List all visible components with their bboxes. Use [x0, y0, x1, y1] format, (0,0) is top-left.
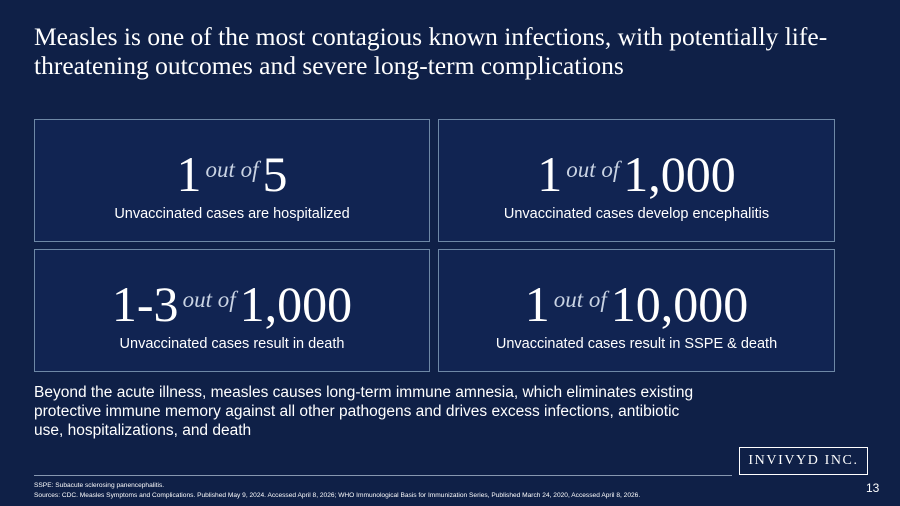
stat-connector: out of [205, 157, 259, 182]
stat-description: Unvaccinated cases result in SSPE & deat… [495, 336, 778, 352]
stat-denominator: 1,000 [239, 276, 353, 332]
stat-numerator: 1 [537, 146, 563, 202]
stat-ratio: 1-3 out of1,000 [35, 276, 429, 332]
stat-ratio: 1 out of5 [35, 146, 429, 202]
stat-numerator: 1 [524, 276, 550, 332]
stat-connector: out of [566, 157, 620, 182]
stat-numerator: 1 [176, 146, 202, 202]
footnote-sources: Sources: CDC. Measles Symptoms and Compl… [34, 492, 641, 499]
stat-card-sspe: 1 out of10,000 Unvaccinated cases result … [438, 249, 835, 372]
footnote-abbreviation: SSPE: Subacute sclerosing panencephaliti… [34, 482, 165, 489]
stat-connector: out of [182, 287, 236, 312]
slide-title: Measles is one of the most contagious kn… [34, 22, 828, 80]
stat-description: Unvaccinated cases are hospitalized [114, 206, 350, 222]
company-logo: INVIVYD INC. [739, 447, 868, 475]
stat-card-encephalitis: 1 out of1,000 Unvaccinated cases develop … [438, 119, 835, 242]
stat-numerator: 1-3 [111, 276, 179, 332]
stat-card-hospitalized: 1 out of5 Unvaccinated cases are hospital… [34, 119, 430, 242]
page-number: 13 [866, 481, 880, 495]
stat-denominator: 10,000 [610, 276, 749, 332]
stat-description: Unvaccinated cases develop encephalitis [503, 206, 770, 222]
stat-ratio: 1 out of1,000 [439, 146, 834, 202]
stat-description: Unvaccinated cases result in death [119, 336, 345, 352]
stat-denominator: 5 [262, 146, 288, 202]
footer-divider [34, 475, 732, 476]
immune-amnesia-paragraph: Beyond the acute illness, measles causes… [34, 384, 694, 439]
stat-connector: out of [553, 287, 607, 312]
stat-denominator: 1,000 [623, 146, 736, 202]
stat-card-death: 1-3 out of1,000 Unvaccinated cases result… [34, 249, 430, 372]
stat-ratio: 1 out of10,000 [439, 276, 834, 332]
